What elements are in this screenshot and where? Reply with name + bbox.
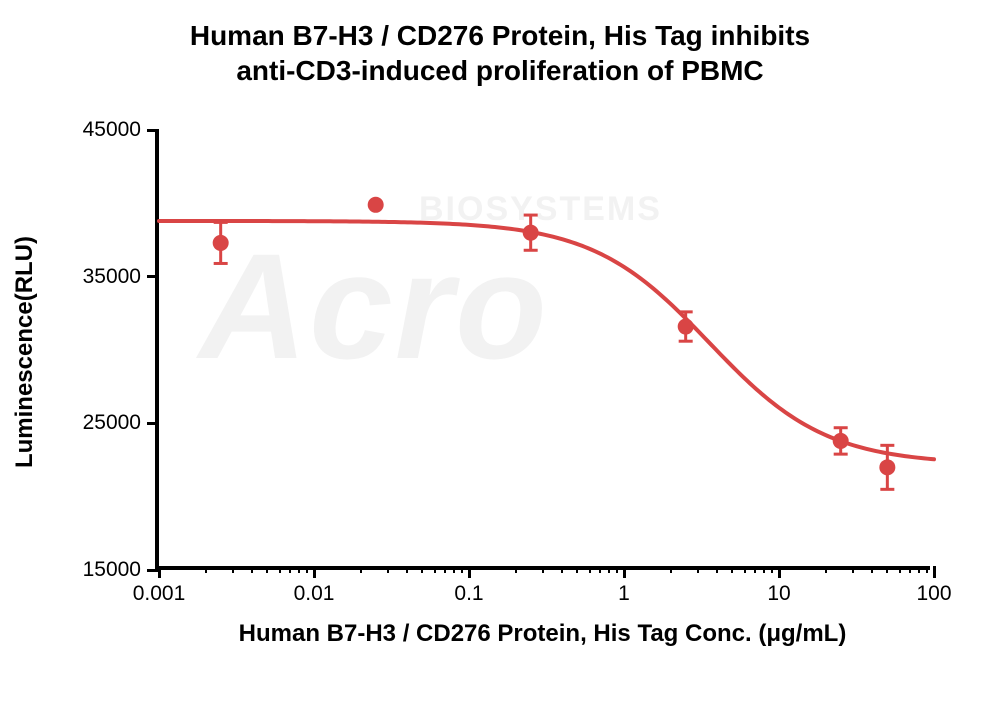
x-tick-minor [670,566,672,573]
x-tick-major [933,566,936,578]
x-tick-minor [589,566,591,573]
data-point [678,319,694,335]
x-tick-major [623,566,626,578]
watermark-biosystems: BIOSYSTEMS [419,190,662,229]
data-point [523,225,539,241]
x-tick-minor [461,566,463,573]
x-tick-minor [289,566,291,573]
x-tick-minor [918,566,920,573]
title-line-1: Human B7-H3 / CD276 Protein, His Tag inh… [0,18,1000,53]
x-tick-minor [909,566,911,573]
x-tick-minor [852,566,854,573]
x-tick-minor [266,566,268,573]
x-tick-major [468,566,471,578]
x-tick-minor [871,566,873,573]
x-tick-minor [406,566,408,573]
x-tick-minor [763,566,765,573]
x-tick-label: 0.1 [454,582,483,606]
x-tick-minor [251,566,253,573]
x-tick-major [158,566,161,578]
x-tick-minor [899,566,901,573]
x-tick-minor [754,566,756,573]
x-tick-minor [731,566,733,573]
plot-area: BIOSYSTEMS Acro 150002500035000450000.00… [155,130,930,570]
chart-title: Human B7-H3 / CD276 Protein, His Tag inh… [0,18,1000,88]
x-tick-minor [421,566,423,573]
data-point [833,433,849,449]
x-tick-minor [306,566,308,573]
y-tick [147,275,159,278]
y-tick-label: 15000 [83,558,141,582]
y-tick [147,422,159,425]
x-tick-label: 100 [916,582,951,606]
x-tick-label: 0.001 [133,582,186,606]
x-tick-label: 1 [618,582,630,606]
x-tick-minor [744,566,746,573]
x-tick-minor [515,566,517,573]
x-tick-label: 0.01 [294,582,335,606]
x-tick-minor [542,566,544,573]
x-tick-minor [599,566,601,573]
x-axis-label: Human B7-H3 / CD276 Protein, His Tag Con… [155,620,930,648]
x-tick-minor [232,566,234,573]
x-tick-minor [616,566,618,573]
x-tick-major [313,566,316,578]
data-point [879,459,895,475]
x-tick-minor [716,566,718,573]
data-point [368,197,384,213]
title-line-2: anti-CD3-induced proliferation of PBMC [0,53,1000,88]
y-tick-label: 45000 [83,118,141,142]
fit-curve [159,221,934,459]
x-tick-minor [360,566,362,573]
x-tick-minor [608,566,610,573]
x-tick-minor [205,566,207,573]
x-tick-minor [771,566,773,573]
x-tick-label: 10 [767,582,790,606]
y-tick-label: 35000 [83,265,141,289]
x-tick-minor [434,566,436,573]
x-tick-minor [926,566,928,573]
y-tick-label: 25000 [83,411,141,435]
x-tick-minor [697,566,699,573]
x-tick-major [778,566,781,578]
watermark-acro: Acro [199,220,549,393]
x-tick-minor [387,566,389,573]
x-tick-minor [825,566,827,573]
x-tick-minor [298,566,300,573]
x-tick-minor [576,566,578,573]
x-tick-minor [279,566,281,573]
x-tick-minor [886,566,888,573]
x-tick-minor [561,566,563,573]
chart-svg [159,130,934,570]
x-tick-minor [453,566,455,573]
x-tick-minor [444,566,446,573]
data-point [213,235,229,251]
y-tick [147,129,159,132]
y-axis-label: Luminescence(RLU) [11,222,39,482]
